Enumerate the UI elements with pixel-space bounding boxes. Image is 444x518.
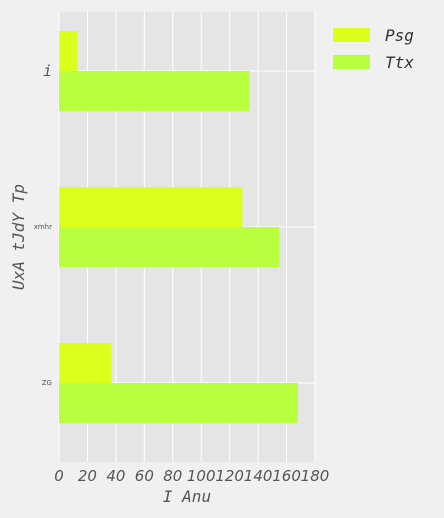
bars <box>59 31 298 423</box>
bar-psg-zg <box>59 343 112 383</box>
bar-ttx-xmhr <box>59 227 280 267</box>
legend-label-psg: Psg <box>385 26 414 45</box>
x-tick-label: 20 <box>78 467 97 485</box>
x-tick-label: 80 <box>163 467 182 485</box>
x-tick-labels: 0 20 40 60 80 100 120 140 160 180 <box>54 467 329 485</box>
y-tick-label: i <box>43 62 52 80</box>
x-tick-label: 160 <box>272 467 301 485</box>
bar-ttx-zg <box>59 383 298 423</box>
y-tick-label: xmhr <box>34 223 52 231</box>
legend-label-ttx: Ttx <box>385 53 414 72</box>
x-axis-label: I Anu <box>163 487 211 506</box>
legend-swatch-psg <box>333 28 370 42</box>
bar-psg-xmhr <box>59 187 243 227</box>
legend: Psg Ttx <box>333 26 414 72</box>
y-axis-label: UxA tJdY Tp <box>9 184 28 290</box>
x-tick-label: 0 <box>54 467 64 485</box>
x-tick-label: 60 <box>135 467 154 485</box>
x-tick-label: 40 <box>106 467 125 485</box>
x-tick-label: 100 <box>187 467 216 485</box>
legend-swatch-ttx <box>333 55 370 69</box>
bar-ttx-i <box>59 71 250 111</box>
x-tick-label: 140 <box>244 467 273 485</box>
x-tick-label: 180 <box>301 467 330 485</box>
y-tick-labels: i xmhr ZG <box>34 62 52 387</box>
x-tick-label: 120 <box>215 467 244 485</box>
bar-psg-i <box>59 31 78 71</box>
y-tick-label: ZG <box>42 379 52 387</box>
